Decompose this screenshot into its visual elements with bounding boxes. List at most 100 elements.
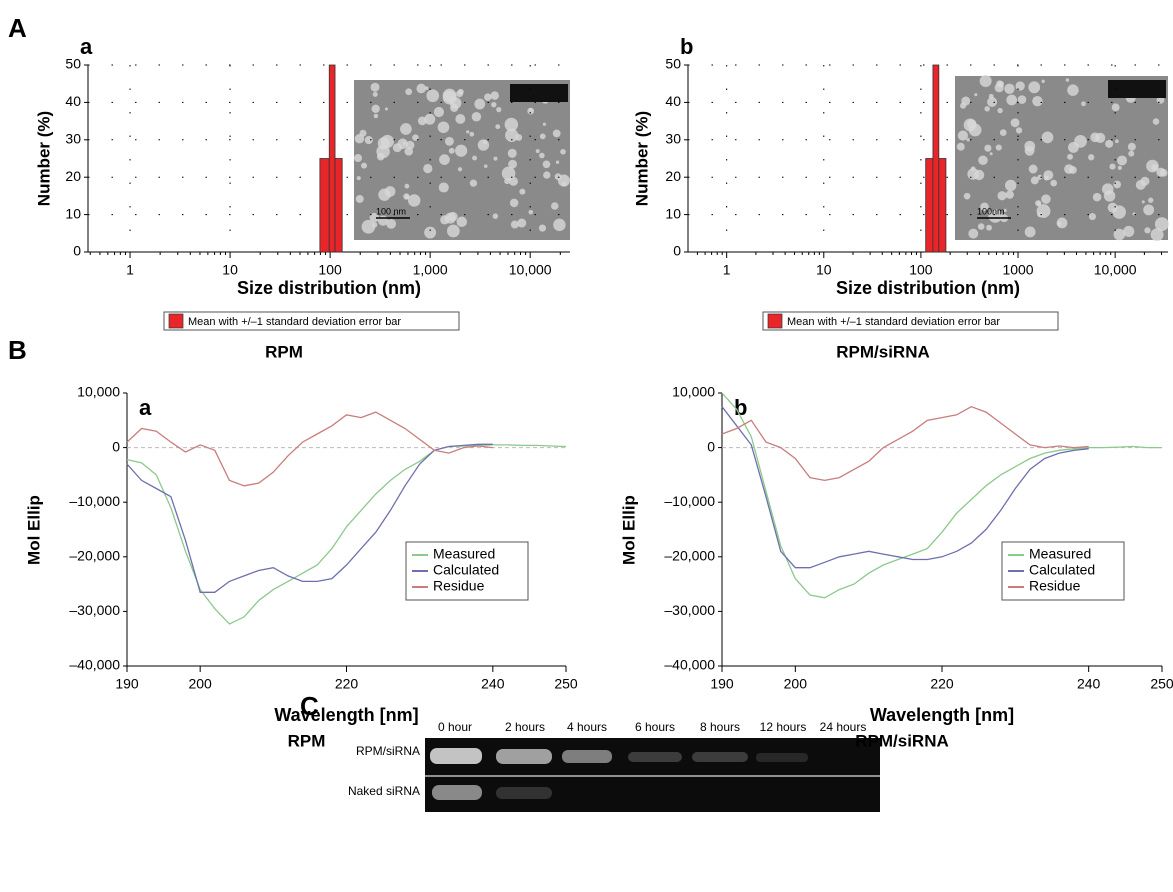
inset-particle [507, 148, 517, 158]
inset-particle [1123, 225, 1135, 237]
inset-particle [1092, 192, 1102, 202]
inset-particle [510, 220, 519, 229]
inset-particle [1111, 103, 1120, 112]
inset-particle [1006, 94, 1018, 106]
inset-particle [535, 149, 540, 154]
legend-label: Measured [433, 546, 495, 562]
inset-particle [1150, 228, 1164, 242]
x-tick-label: 250 [554, 676, 578, 692]
inset-particle [1004, 83, 1015, 94]
inset-particle [505, 128, 519, 142]
inset-particle [561, 181, 567, 187]
inset-particle [369, 212, 380, 223]
inset-particle [999, 129, 1007, 137]
inset-particle [539, 152, 545, 159]
caption: RPM [265, 342, 303, 361]
inset-particle [542, 160, 551, 169]
inset-particle [1057, 221, 1062, 227]
inset-particle [416, 83, 427, 94]
inset-particle [988, 93, 994, 99]
inset-particle [963, 192, 971, 200]
inset-particle [484, 93, 492, 101]
inset-particle [376, 152, 385, 161]
inset-particle [542, 122, 547, 126]
inset-particle [446, 224, 460, 238]
inset-particle [1144, 227, 1151, 234]
legend-label: Mean with +/–1 standard deviation error … [188, 316, 401, 328]
inset-particle [456, 90, 464, 98]
inset-particle [361, 219, 376, 234]
inset-particle [1148, 197, 1154, 203]
y-tick-label: 0 [707, 438, 715, 454]
inset-particle [1005, 190, 1014, 199]
inset-particle [417, 116, 427, 126]
inset-particle [517, 218, 527, 228]
inset-particle [519, 188, 526, 195]
inset-particle [552, 129, 561, 138]
inset-particle [960, 102, 967, 109]
inset-particle [378, 188, 391, 201]
x-tick-label: 200 [784, 676, 808, 692]
inset-particle [977, 223, 985, 230]
inset-particle [966, 138, 970, 142]
inset-particle [1003, 208, 1007, 213]
inset-particle [995, 144, 1002, 151]
inset-particle [1117, 155, 1128, 166]
inset-particle [988, 209, 1003, 223]
inset-particle [1127, 142, 1136, 151]
x-tick-label: 220 [930, 676, 954, 692]
x-tick-label: 10,000 [509, 262, 552, 278]
inset-particle [455, 113, 466, 124]
y-tick-label: –10,000 [664, 493, 715, 509]
inset-particle [509, 198, 519, 208]
panel-label: C [300, 691, 319, 721]
legend-swatch [168, 313, 184, 329]
inset-particle [404, 183, 410, 189]
inset-particle [553, 218, 566, 232]
inset-particle [539, 133, 546, 140]
inset-particle [1095, 132, 1106, 143]
inset-particle [1135, 179, 1146, 190]
y-tick-label: 10,000 [672, 384, 715, 400]
inset-particle [423, 163, 433, 174]
inset-particle [1154, 217, 1169, 232]
inset-particle [1015, 81, 1025, 91]
y-tick-label: 20 [65, 168, 81, 184]
y-tick-label: 20 [665, 168, 681, 184]
y-axis-label: Number (%) [34, 111, 53, 206]
gel-band [562, 750, 612, 763]
inset-particle [970, 166, 976, 172]
series-line [721, 406, 1089, 569]
legend-box [163, 311, 460, 331]
inset-particle [426, 89, 440, 103]
gel-lane-label: 12 hours [760, 720, 807, 734]
caption: RPM [288, 731, 326, 750]
x-tick-label: 10,000 [1094, 262, 1137, 278]
inset-particle [508, 159, 517, 169]
gel-band [692, 752, 748, 762]
y-tick-label: 10,000 [77, 384, 120, 400]
inset-particle [493, 156, 498, 161]
inset-particle [456, 216, 467, 228]
x-axis-label: Wavelength [nm] [274, 705, 418, 725]
inset-particle [455, 144, 468, 157]
inset-particle [412, 134, 419, 141]
inset-particle [469, 179, 478, 187]
legend-label: Calculated [433, 562, 499, 578]
x-tick-label: 100 [909, 262, 933, 278]
inset-particle [554, 173, 562, 180]
x-tick-label: 10 [816, 262, 832, 278]
inset-particle [973, 169, 985, 181]
inset-particle [433, 106, 445, 118]
inset-particle [356, 176, 361, 181]
gel-band [496, 749, 552, 764]
x-axis-label: Size distribution (nm) [237, 278, 421, 298]
inset-particle [370, 82, 380, 92]
inset-particle [1143, 204, 1155, 216]
inset-particle [1065, 78, 1070, 82]
y-tick-label: 50 [65, 56, 81, 72]
inset-particle [466, 130, 470, 134]
legend-label: Measured [1029, 546, 1091, 562]
inset-particle [490, 91, 499, 100]
inset-particle [477, 139, 490, 151]
